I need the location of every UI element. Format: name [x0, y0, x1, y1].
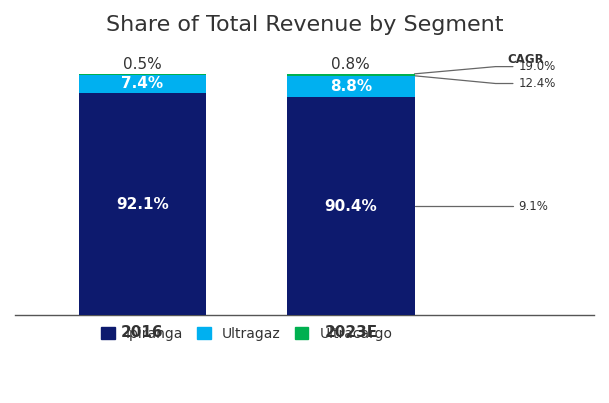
Text: CAGR: CAGR	[507, 53, 544, 66]
Bar	[287, 76, 415, 97]
Title: Share of Total Revenue by Segment: Share of Total Revenue by Segment	[106, 15, 503, 35]
Legend: Ipiranga, Ultragaz, Ultracargo: Ipiranga, Ultragaz, Ultracargo	[95, 321, 398, 346]
Text: 12.4%: 12.4%	[519, 77, 556, 90]
Text: 0.8%: 0.8%	[331, 57, 370, 72]
Bar	[79, 75, 206, 93]
Bar	[79, 74, 206, 75]
Text: 92.1%: 92.1%	[116, 197, 169, 212]
Bar	[79, 93, 206, 315]
Text: 0.5%: 0.5%	[123, 57, 162, 72]
Bar	[287, 97, 415, 315]
Text: 8.8%: 8.8%	[329, 79, 372, 94]
Bar	[287, 74, 415, 76]
Text: 9.1%: 9.1%	[519, 199, 549, 213]
Text: 90.4%: 90.4%	[325, 199, 377, 214]
Text: 7.4%: 7.4%	[121, 77, 163, 91]
Text: 19.0%: 19.0%	[519, 60, 556, 73]
